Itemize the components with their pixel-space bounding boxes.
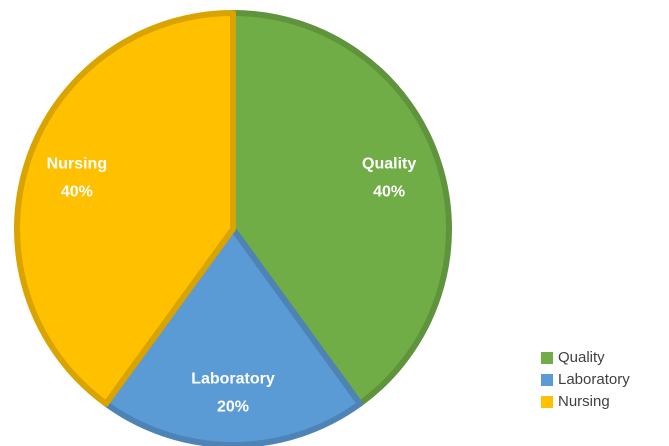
data-label-value: 40% xyxy=(61,183,93,200)
legend-label: Laboratory xyxy=(558,371,630,388)
pie-slice xyxy=(230,10,452,407)
data-label-name: Quality xyxy=(362,155,416,172)
legend-label: Quality xyxy=(558,349,605,366)
data-label-name: Laboratory xyxy=(191,370,275,387)
legend-swatch xyxy=(541,374,553,386)
pie-slice xyxy=(103,226,363,446)
data-label-value: 20% xyxy=(217,398,249,415)
pie-slice xyxy=(14,10,236,407)
legend-label: Nursing xyxy=(558,393,610,410)
legend-swatch xyxy=(541,352,553,364)
data-label-name: Nursing xyxy=(47,155,107,172)
data-label-value: 40% xyxy=(373,183,405,200)
legend-swatch xyxy=(541,396,553,408)
